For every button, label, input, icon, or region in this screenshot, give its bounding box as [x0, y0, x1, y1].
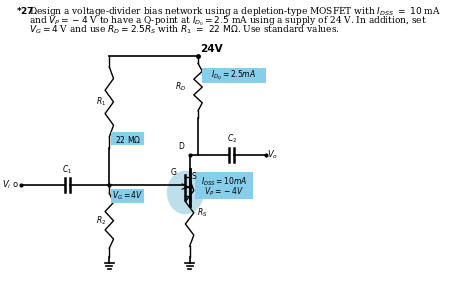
Text: $R_2$: $R_2$: [96, 215, 106, 227]
Text: 24V: 24V: [201, 44, 223, 54]
Text: S: S: [191, 172, 196, 181]
FancyBboxPatch shape: [111, 189, 145, 203]
Text: $V_G = 4V$: $V_G = 4V$: [112, 190, 144, 202]
FancyBboxPatch shape: [202, 68, 266, 83]
Text: $V_o$: $V_o$: [267, 149, 278, 161]
Text: G: G: [171, 168, 177, 177]
Text: $V_i$ o: $V_i$ o: [2, 178, 19, 191]
Text: $V_G = 4$ V and use $R_D = 2.5R_S$ with $R_1\ =\ 22\ \mathrm{M\Omega}$. Use stan: $V_G = 4$ V and use $R_D = 2.5R_S$ with …: [29, 23, 340, 36]
Text: and $V_P = -4$ V to have a Q-point at $I_{D_0} = 2.5$ mA using a supply of 24 V.: and $V_P = -4$ V to have a Q-point at $I…: [29, 14, 427, 28]
Text: $R_1$: $R_1$: [96, 96, 106, 108]
Text: $I_{D_Q} = 2.5mA$: $I_{D_Q} = 2.5mA$: [211, 69, 256, 83]
Text: $\mathbf{*27.}$: $\mathbf{*27.}$: [16, 5, 37, 16]
FancyBboxPatch shape: [195, 172, 254, 199]
Text: $R_S$: $R_S$: [197, 207, 208, 219]
Text: $I_{DSS} = 10mA$: $I_{DSS} = 10mA$: [201, 176, 247, 188]
Text: $R_D$: $R_D$: [175, 81, 186, 93]
Text: D: D: [178, 142, 183, 151]
Text: $C_1$: $C_1$: [62, 163, 72, 176]
Text: $V_P = -4V$: $V_P = -4V$: [204, 186, 244, 198]
Circle shape: [167, 171, 204, 214]
Text: $C_2$: $C_2$: [227, 133, 237, 145]
FancyBboxPatch shape: [111, 132, 145, 145]
Text: $22\ \mathrm{M\Omega}$: $22\ \mathrm{M\Omega}$: [115, 134, 141, 144]
Text: Design a voltage-divider bias network using a depletion-type MOSFET with $I_{DSS: Design a voltage-divider bias network us…: [29, 5, 441, 18]
